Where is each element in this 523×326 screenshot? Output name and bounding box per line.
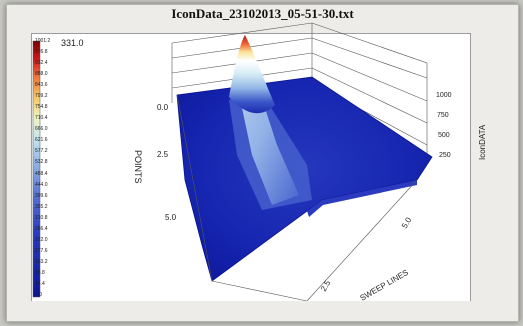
colorbar-label: 355.2	[35, 203, 48, 210]
colorbar-label: 621.6	[35, 137, 48, 144]
y-tick-label: 5.0	[165, 213, 177, 222]
colorbar-label: 444.0	[35, 181, 48, 188]
z-tick-label: 750	[437, 112, 449, 119]
surface-front-edge	[307, 180, 417, 217]
colorbar-label: 1001.2	[35, 38, 51, 44]
colorbar-label: 888.0	[35, 71, 48, 78]
plot-window: IconData_23102013_05-51-30.txt	[6, 4, 519, 322]
colorbar-label: 266.4	[35, 225, 48, 232]
colorbar-label: 488.4	[35, 170, 48, 177]
cursor-value: 331.0	[61, 38, 84, 48]
colorbar-label: 932.4	[35, 60, 48, 67]
y-axis-title: POINTS	[133, 150, 143, 184]
colorbar-gradient	[32, 40, 41, 298]
colorbar-label: 44.4	[35, 280, 45, 287]
colorbar-label: 88.8	[35, 269, 45, 276]
front-axes	[176, 94, 418, 301]
colorbar-label: 310.8	[35, 214, 48, 221]
colorbar-label: 666.0	[35, 126, 48, 133]
z-tick-label: 250	[439, 152, 451, 159]
colorbar-label: 177.6	[35, 247, 48, 254]
colorbar-label: 133.2	[35, 258, 48, 265]
colorbar-label: 799.2	[35, 93, 48, 100]
colorbar-label: 532.8	[35, 159, 48, 166]
colorbar-label: 577.2	[35, 148, 48, 155]
colorbar-label: 754.8	[35, 104, 48, 111]
x-tick-label: 5.0	[400, 215, 414, 230]
colorbar-label: 710.4	[35, 115, 48, 122]
z-tick-label: 500	[438, 132, 450, 139]
x-axis-title: SWEEP LINES	[359, 268, 410, 301]
colorbar: 1001.2 976.8 932.4 888.0 843.6 799.2 754.8 710.…	[31, 39, 50, 305]
z-tick-label: 1000	[436, 92, 452, 99]
x-tick-label: 2.5	[319, 278, 333, 293]
window-title: IconData_23102013_05-51-30.txt	[171, 6, 354, 21]
status-area	[7, 301, 518, 321]
surface-chart: 0.0 2.5 5.0 2.5 5.0 1000 750 500 250 POI…	[133, 22, 487, 301]
surface-peak	[229, 35, 275, 114]
colorbar-label: 0.0	[35, 292, 42, 298]
z-axis-title: IconDATA	[478, 124, 487, 160]
y-tick-label: 0.0	[157, 103, 169, 112]
colorbar-label: 399.6	[35, 192, 48, 199]
colorbar-label: 976.8	[35, 49, 48, 56]
colorbar-label: 222.0	[35, 236, 48, 243]
colorbar-label: 843.6	[35, 82, 48, 89]
y-tick-label: 2.5	[157, 150, 169, 159]
